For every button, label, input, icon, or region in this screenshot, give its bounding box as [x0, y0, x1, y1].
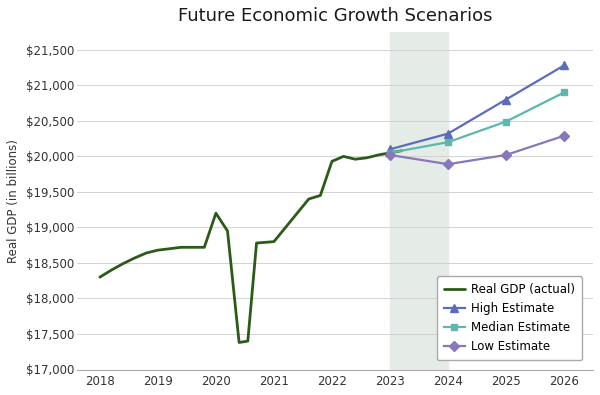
Real GDP (actual) [363, 155, 370, 160]
Real GDP (actual) [143, 250, 150, 255]
Line: Real GDP (actual): Real GDP (actual) [100, 151, 401, 342]
Real GDP (actual) [236, 340, 243, 345]
Real GDP (actual) [352, 157, 359, 162]
Bar [390, 32, 448, 369]
Real GDP (actual) [386, 150, 394, 155]
Real GDP (actual) [271, 239, 278, 244]
Y-axis label: Real GDP (in billions): Real GDP (in billions) [7, 139, 20, 263]
Real GDP (actual) [317, 193, 324, 198]
Real GDP (actual) [131, 256, 138, 260]
Real GDP (actual) [189, 245, 196, 250]
Line: High Estimate: High Estimate [386, 61, 568, 153]
Real GDP (actual) [224, 229, 231, 233]
Real GDP (actual) [293, 211, 301, 216]
Real GDP (actual) [119, 261, 127, 266]
Median Estimate [560, 90, 568, 95]
Real GDP (actual) [340, 154, 347, 159]
Real GDP (actual) [166, 246, 173, 251]
High Estimate [560, 63, 568, 68]
Low Estimate [502, 152, 509, 157]
Low Estimate [445, 162, 452, 167]
Real GDP (actual) [375, 152, 382, 157]
Real GDP (actual) [201, 245, 208, 250]
High Estimate [445, 131, 452, 136]
Real GDP (actual) [305, 197, 313, 201]
Real GDP (actual) [328, 159, 335, 164]
Median Estimate [386, 150, 394, 155]
Real GDP (actual) [108, 268, 115, 273]
Real GDP (actual) [253, 241, 260, 245]
High Estimate [502, 97, 509, 102]
Low Estimate [386, 152, 394, 157]
Median Estimate [502, 119, 509, 124]
Real GDP (actual) [398, 149, 405, 153]
Real GDP (actual) [244, 339, 251, 344]
Real GDP (actual) [282, 225, 289, 230]
Real GDP (actual) [96, 275, 103, 280]
Real GDP (actual) [212, 211, 220, 216]
Title: Future Economic Growth Scenarios: Future Economic Growth Scenarios [178, 7, 492, 25]
Median Estimate [445, 140, 452, 145]
Real GDP (actual) [178, 245, 185, 250]
High Estimate [386, 147, 394, 152]
Legend: Real GDP (actual), High Estimate, Median Estimate, Low Estimate: Real GDP (actual), High Estimate, Median… [437, 276, 582, 360]
Low Estimate [560, 134, 568, 138]
Line: Low Estimate: Low Estimate [386, 132, 568, 167]
Line: Median Estimate: Median Estimate [386, 89, 568, 156]
Real GDP (actual) [154, 248, 161, 252]
